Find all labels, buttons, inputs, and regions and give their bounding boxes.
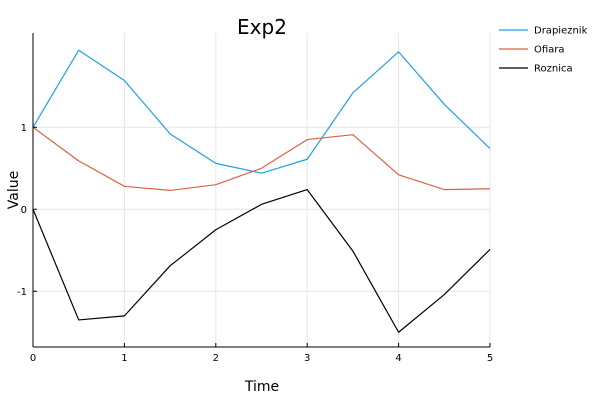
series-line-ofiara (32, 126, 491, 192)
x-tick-label: 2 (213, 353, 219, 364)
x-ticks: 0 1 2 3 4 5 (30, 343, 493, 364)
x-tick-label: 3 (304, 353, 310, 364)
x-tick-label: 1 (121, 353, 127, 364)
y-tick-label: -1 (17, 287, 27, 298)
legend-label-ofiara: Ofiara (534, 45, 565, 56)
y-tick-label: 0 (21, 205, 27, 216)
y-tick-label: 1 (21, 123, 27, 134)
chart-title: Exp2 (237, 15, 287, 39)
y-ticks: -1 0 1 (17, 123, 37, 298)
y-axis-label: Value (6, 171, 22, 209)
legend-label-drapieznik: Drapieznik (534, 26, 588, 37)
series-lines (32, 49, 491, 333)
x-tick-label: 5 (487, 353, 493, 364)
series-line-roznica (32, 188, 491, 333)
x-axis-label: Time (244, 379, 279, 395)
axes (32, 33, 490, 348)
series-line-drapieznik (32, 49, 491, 174)
x-tick-label: 0 (30, 353, 36, 364)
y-gridlines (33, 126, 490, 292)
legend-label-roznica: Roznica (534, 64, 573, 75)
x-tick-label: 4 (395, 353, 401, 364)
x-gridlines (32, 33, 491, 347)
legend: Drapieznik Ofiara Roznica (499, 26, 588, 75)
